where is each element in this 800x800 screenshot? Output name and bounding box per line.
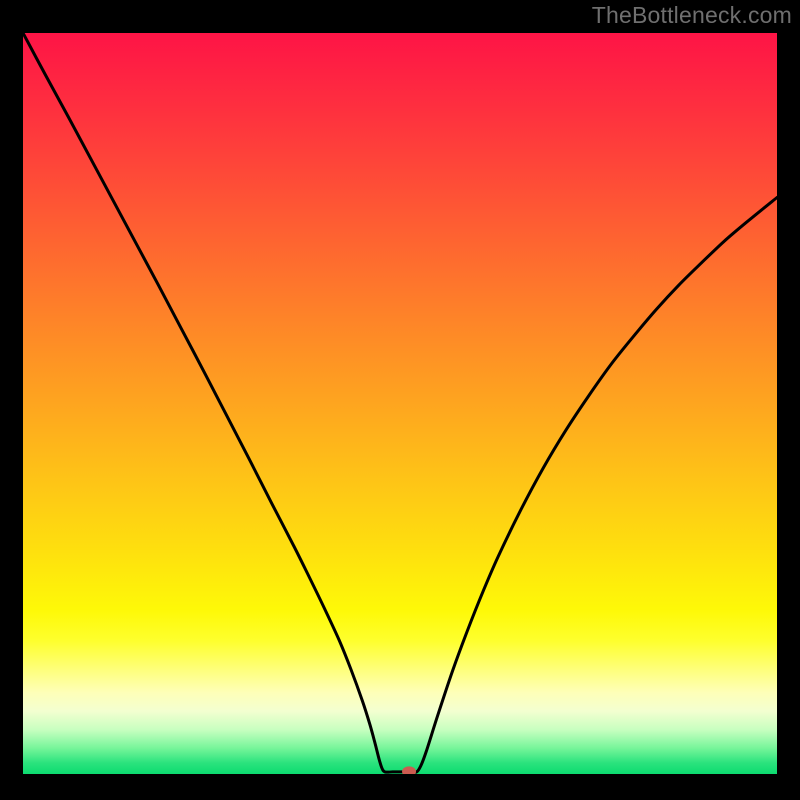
gradient-background: [23, 33, 777, 774]
bottleneck-curve-svg: [23, 33, 777, 774]
watermark-text: TheBottleneck.com: [592, 2, 792, 29]
plot-area: [23, 33, 777, 774]
chart-outer: TheBottleneck.com: [0, 0, 800, 800]
